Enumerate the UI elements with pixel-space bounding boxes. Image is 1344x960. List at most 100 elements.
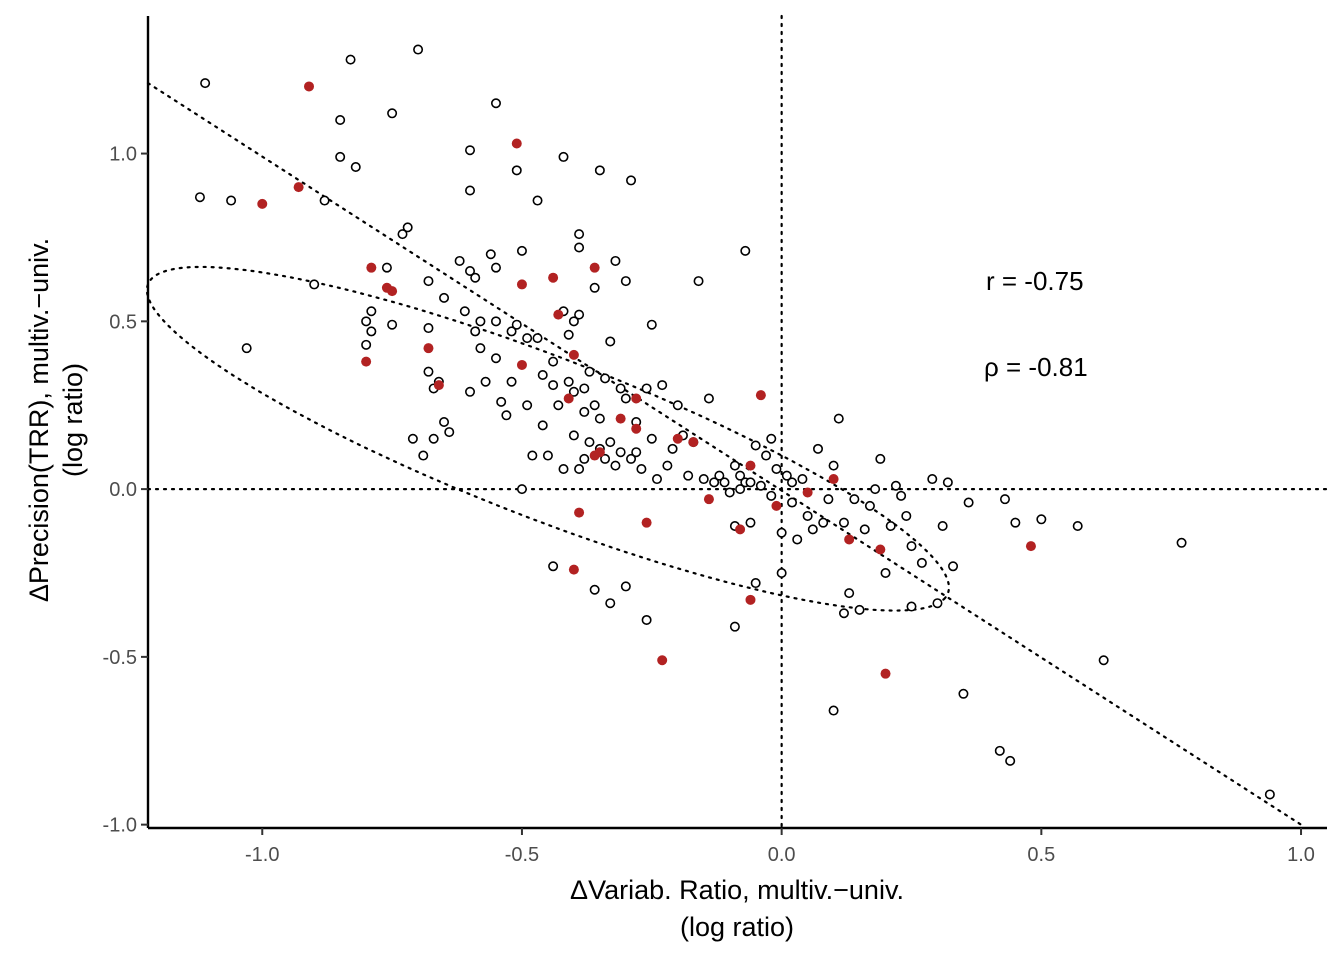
points-open <box>194 44 1275 800</box>
data-point-open <box>745 517 756 528</box>
data-point-open <box>516 484 527 495</box>
data-point-open <box>683 470 694 481</box>
data-point-highlight <box>771 500 782 511</box>
data-point-open <box>548 380 559 391</box>
data-point-open <box>849 494 860 505</box>
data-point-open <box>490 98 501 109</box>
data-point-open <box>319 195 330 206</box>
data-point-open <box>345 54 356 65</box>
data-point-highlight <box>594 447 605 458</box>
x-tick-label: -1.0 <box>245 844 279 866</box>
data-point-open <box>537 420 548 431</box>
data-point-open <box>605 598 616 609</box>
data-point-highlight <box>589 262 600 273</box>
data-point-open <box>880 567 891 578</box>
data-point-open <box>241 343 252 354</box>
data-point-open <box>490 353 501 364</box>
data-point-open <box>1098 655 1109 666</box>
data-point-open <box>615 447 626 458</box>
data-point-open <box>361 316 372 327</box>
data-point-highlight <box>366 262 377 273</box>
data-point-highlight <box>574 507 585 518</box>
data-point-open <box>626 453 637 464</box>
data-point-open <box>620 393 631 404</box>
data-point-open <box>542 450 553 461</box>
data-point-open <box>480 376 491 387</box>
data-point-open <box>823 494 834 505</box>
data-point-open <box>906 541 917 552</box>
data-point-open <box>522 333 533 344</box>
data-point-open <box>776 567 787 578</box>
data-point-highlight <box>511 138 522 149</box>
data-point-open <box>745 477 756 488</box>
data-point-open <box>729 460 740 471</box>
data-point-open <box>465 386 476 397</box>
data-point-open <box>646 433 657 444</box>
x-tick-label: -0.5 <box>505 844 539 866</box>
y-tick-label: 1.0 <box>109 144 137 166</box>
data-point-highlight <box>293 182 304 193</box>
data-point-open <box>439 416 450 427</box>
data-point-open <box>574 463 585 474</box>
data-point-open <box>532 195 543 206</box>
data-point-open <box>709 477 720 488</box>
data-point-highlight <box>641 517 652 528</box>
data-point-open <box>906 601 917 612</box>
data-point-open <box>771 463 782 474</box>
data-point-highlight <box>423 343 434 354</box>
data-point-open <box>1072 521 1083 532</box>
data-point-open <box>631 447 642 458</box>
x-tick-label: 0.0 <box>768 844 796 866</box>
reference-lines <box>146 14 1329 830</box>
data-point-open <box>579 383 590 394</box>
data-point-open <box>854 604 865 615</box>
data-point-open <box>657 380 668 391</box>
data-point-open <box>568 430 579 441</box>
data-point-open <box>937 521 948 532</box>
data-point-highlight <box>657 655 668 666</box>
data-point-highlight <box>433 380 444 391</box>
data-point-open <box>418 450 429 461</box>
data-point-open <box>439 292 450 303</box>
data-point-open <box>594 413 605 424</box>
data-point-open <box>735 484 746 495</box>
data-point-open <box>620 276 631 287</box>
data-point-open <box>465 266 476 277</box>
data-point-open <box>651 474 662 485</box>
data-point-highlight <box>1025 541 1036 552</box>
data-point-open <box>423 366 434 377</box>
y-axis-title-line1: ΔPrecision(TRR), multiv.−univ. <box>24 238 54 602</box>
data-point-open <box>620 581 631 592</box>
data-point-open <box>605 437 616 448</box>
data-point-open <box>558 463 569 474</box>
data-point-open <box>672 400 683 411</box>
data-point-open <box>490 316 501 327</box>
data-point-open <box>516 245 527 256</box>
data-point-open <box>548 561 559 572</box>
data-point-open <box>563 376 574 387</box>
data-point-highlight <box>745 594 756 605</box>
data-point-open <box>667 443 678 454</box>
data-point-open <box>896 490 907 501</box>
data-point-highlight <box>875 544 886 555</box>
data-point-open <box>402 222 413 233</box>
data-point-open <box>361 339 372 350</box>
data-point-open <box>506 376 517 387</box>
annotation-r: r = -0.75 <box>986 266 1084 296</box>
data-point-open <box>568 316 579 327</box>
data-point-open <box>662 460 673 471</box>
data-point-highlight <box>304 81 315 92</box>
data-point-open <box>610 255 621 266</box>
x-tick-label: 0.5 <box>1027 844 1055 866</box>
data-point-open <box>563 329 574 340</box>
data-point-open <box>948 561 959 572</box>
data-point-open <box>194 192 205 203</box>
y-tick-label: 0.5 <box>109 311 137 333</box>
data-point-highlight <box>548 272 559 283</box>
data-point-open <box>610 460 621 471</box>
data-point-open <box>828 705 839 716</box>
data-point-open <box>797 474 808 485</box>
data-point-open <box>755 480 766 491</box>
data-point-highlight <box>387 286 398 297</box>
